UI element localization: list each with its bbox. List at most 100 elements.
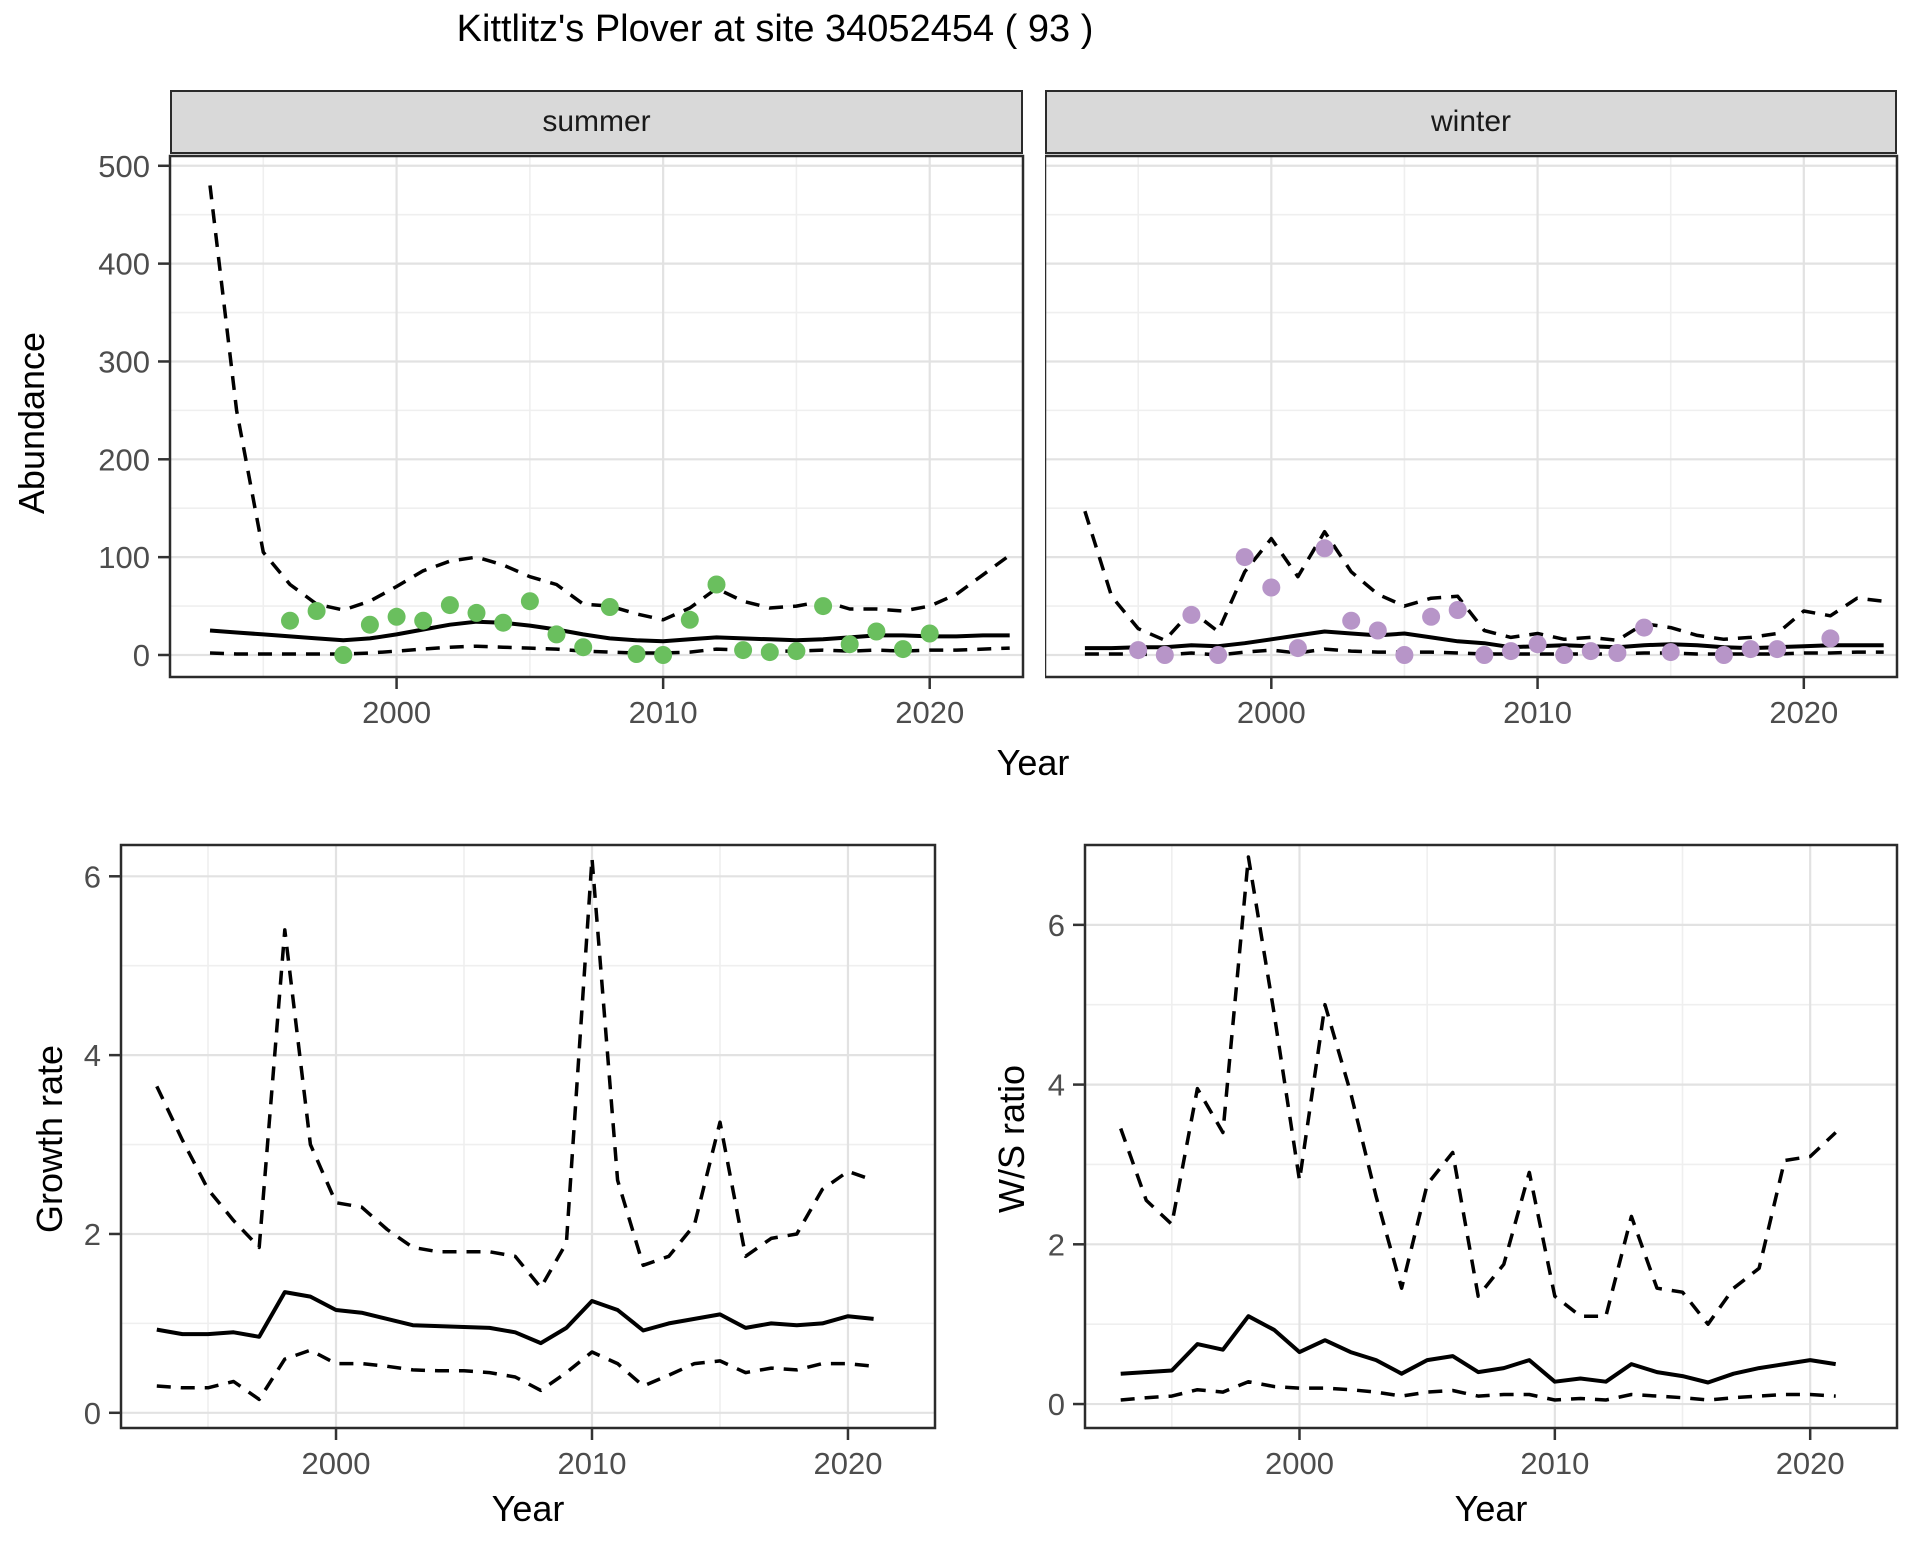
data-point xyxy=(1768,640,1787,659)
data-point xyxy=(1315,539,1334,558)
data-point xyxy=(600,598,619,616)
axis-ticks: 2000 2010 2020 0 2 4 6 xyxy=(1048,908,1845,1481)
gridlines xyxy=(1085,845,1897,1428)
lower-95ci-line xyxy=(156,1348,874,1402)
abundance-axis-title: Abundance xyxy=(11,331,52,515)
upper-95ci-line xyxy=(155,856,875,1290)
model-fit-line xyxy=(209,619,1010,644)
y-tick-label: 100 xyxy=(98,540,150,575)
data-point xyxy=(334,646,353,664)
data-point xyxy=(387,607,406,626)
y-tick-label: 0 xyxy=(1048,1387,1065,1422)
data-point xyxy=(894,640,912,659)
data-point xyxy=(1501,642,1520,661)
y-tick-label: 400 xyxy=(98,247,150,282)
y-tick-label: 300 xyxy=(98,344,150,379)
y-tick-label: 0 xyxy=(133,638,150,673)
ws-ratio-chart: 2000 2010 2020 0 2 4 6 xyxy=(1048,843,1899,1481)
data-point xyxy=(1448,601,1467,619)
axis-ticks: 2000 2010 2020 0 100 200 300 400 500 xyxy=(98,153,964,730)
y-tick-label: 6 xyxy=(1048,908,1065,943)
y-tick-label: 500 xyxy=(98,153,150,184)
y-tick-label: 6 xyxy=(84,859,101,894)
gridlines xyxy=(170,156,1023,677)
median-growth-rate-line xyxy=(156,1290,874,1346)
x-tick-label: 2010 xyxy=(558,1446,627,1481)
y-tick-label: 0 xyxy=(84,1396,101,1431)
gridlines xyxy=(1045,156,1897,677)
data-point xyxy=(1129,641,1148,660)
facet-strip-summer: summer xyxy=(170,90,1023,154)
year-axis-title-top: Year xyxy=(996,742,1070,783)
data-point xyxy=(920,624,939,643)
data-point xyxy=(654,646,673,664)
x-tick-label: 2020 xyxy=(1776,1446,1845,1481)
x-tick-label: 2020 xyxy=(895,695,964,730)
data-point xyxy=(1422,607,1441,626)
data-point xyxy=(1821,629,1840,648)
data-point xyxy=(1581,642,1600,661)
upper-95ci-line xyxy=(1119,855,1837,1326)
data-point xyxy=(520,592,539,611)
facet-strip-winter: winter xyxy=(1045,90,1897,154)
data-point xyxy=(1155,646,1174,664)
data-point xyxy=(1528,635,1547,654)
data-point xyxy=(1714,646,1733,664)
data-point xyxy=(787,642,806,661)
data-point xyxy=(1555,646,1574,664)
data-point xyxy=(1342,611,1361,630)
chart-title: Kittlitz's Plover at site 34052454 ( 93 … xyxy=(456,8,1094,50)
winter-abundance-chart: 2000 2010 2020 xyxy=(1045,154,1899,730)
x-tick-label: 2020 xyxy=(1769,695,1838,730)
data-point xyxy=(360,615,379,634)
data-point xyxy=(547,625,566,644)
growth-rate-chart: 2000 2010 2020 0 2 4 6 xyxy=(84,843,937,1481)
data-point xyxy=(494,613,513,632)
data-point xyxy=(707,575,726,594)
data-point xyxy=(1661,643,1680,662)
data-point xyxy=(440,596,459,615)
y-tick-label: 4 xyxy=(84,1038,101,1073)
lower-95ci-line xyxy=(1120,1379,1836,1402)
data-point xyxy=(1182,605,1201,624)
data-point xyxy=(1608,644,1627,662)
median-ws-ratio-line xyxy=(1120,1314,1837,1385)
data-point xyxy=(1288,639,1307,658)
x-tick-label: 2010 xyxy=(1503,695,1572,730)
year-axis-title-ws: Year xyxy=(1454,1488,1528,1529)
data-point xyxy=(574,638,593,657)
y-tick-label: 4 xyxy=(1048,1068,1065,1103)
data-point xyxy=(840,635,859,654)
data-point xyxy=(1368,621,1387,640)
data-point xyxy=(1262,578,1281,597)
year-axis-title-growth: Year xyxy=(491,1488,565,1529)
data-point xyxy=(760,643,779,662)
data-point xyxy=(734,641,753,660)
panel-border xyxy=(1083,843,1899,1430)
lower-95ci-line xyxy=(209,644,1010,656)
panel-border xyxy=(1045,154,1899,679)
data-points xyxy=(281,575,939,664)
data-point xyxy=(814,597,833,616)
data-point xyxy=(680,610,699,629)
panel-border xyxy=(119,843,937,1430)
y-tick-label: 2 xyxy=(1048,1227,1065,1262)
facet-strip-summer-label: summer xyxy=(542,105,651,138)
axis-ticks: 2000 2010 2020 0 2 4 6 xyxy=(84,859,883,1481)
x-tick-label: 2010 xyxy=(629,695,698,730)
data-point xyxy=(281,611,299,630)
x-tick-label: 2000 xyxy=(1265,1446,1334,1481)
gridlines xyxy=(121,845,935,1428)
x-tick-label: 2000 xyxy=(302,1446,371,1481)
upper-95ci-line xyxy=(208,185,1011,622)
data-point xyxy=(1475,646,1494,664)
data-point xyxy=(867,622,886,641)
x-tick-label: 2000 xyxy=(1237,695,1306,730)
data-point xyxy=(1741,640,1760,659)
axis-ticks: 2000 2010 2020 xyxy=(1237,677,1838,730)
x-tick-label: 2010 xyxy=(1520,1446,1589,1481)
data-point xyxy=(1209,646,1228,664)
data-point xyxy=(414,611,433,630)
y-tick-label: 2 xyxy=(84,1217,101,1252)
